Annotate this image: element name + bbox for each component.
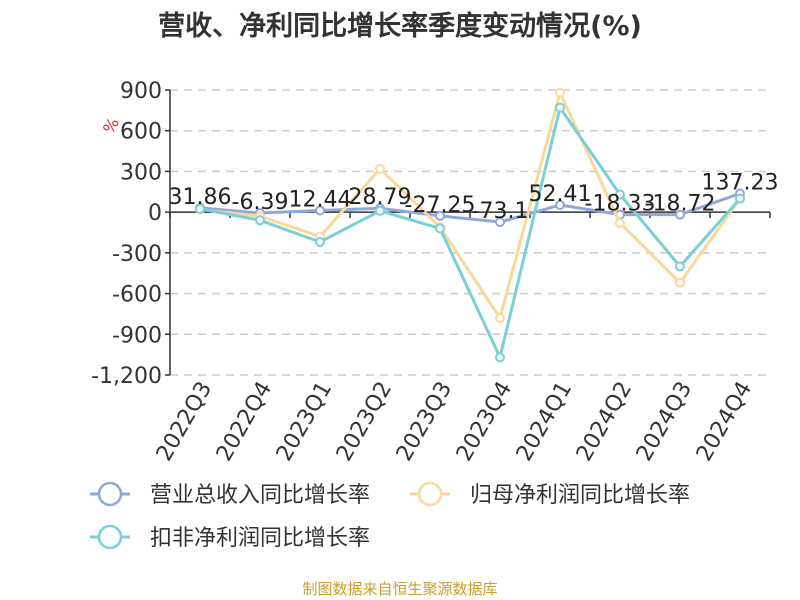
data-label: 137.23 bbox=[702, 171, 779, 196]
x-tick-label: 2024Q2 bbox=[572, 378, 637, 466]
chart-title: 营收、净利同比增长率季度变动情况(%) bbox=[158, 11, 642, 42]
legend-label: 扣非净利润同比增长率 bbox=[150, 526, 370, 551]
y-tick-label: -600 bbox=[112, 283, 162, 308]
series-point-3 bbox=[555, 102, 565, 113]
y-tick-label: 600 bbox=[120, 120, 162, 145]
series-point-3 bbox=[675, 261, 685, 272]
data-label: -73.1 bbox=[472, 199, 529, 224]
series-point-1 bbox=[435, 210, 445, 221]
series-point-3 bbox=[255, 215, 265, 226]
data-label: -6.39 bbox=[232, 190, 289, 215]
x-tick-label: 2024Q4 bbox=[692, 378, 757, 466]
series-point-3 bbox=[315, 237, 325, 247]
x-tick-label: 2022Q4 bbox=[212, 378, 277, 466]
y-tick-label: 300 bbox=[120, 160, 162, 185]
data-source-note: 制图数据来自恒生聚源数据库 bbox=[302, 580, 498, 598]
series-point-1 bbox=[315, 205, 325, 216]
y-tick-label: -300 bbox=[112, 242, 162, 267]
x-tick-label: 2024Q3 bbox=[632, 378, 697, 466]
data-label: -18.72 bbox=[645, 192, 716, 217]
data-label: 31.86 bbox=[169, 185, 232, 210]
series-lines bbox=[195, 87, 745, 363]
series-point-3 bbox=[375, 205, 385, 216]
y-tick-label: 0 bbox=[148, 201, 162, 226]
legend-marker bbox=[417, 481, 443, 507]
series-point-3 bbox=[615, 189, 625, 200]
x-tick-label: 2024Q1 bbox=[512, 378, 577, 466]
data-label: 28.79 bbox=[349, 185, 412, 210]
legend-label: 营业总收入同比增长率 bbox=[150, 483, 370, 508]
series-point-3 bbox=[495, 352, 505, 363]
series-point-1 bbox=[495, 217, 505, 228]
y-tick-label: 900 bbox=[120, 79, 162, 104]
grid-lines bbox=[170, 89, 770, 376]
series-point-3 bbox=[435, 223, 445, 234]
data-label: 12.44 bbox=[289, 187, 352, 212]
series-point-3 bbox=[195, 203, 205, 214]
legend-marker bbox=[97, 481, 123, 507]
series-point-2 bbox=[375, 163, 385, 174]
legend-marker bbox=[97, 524, 123, 550]
data-label: -27.25 bbox=[405, 193, 476, 218]
x-tick-label: 2023Q4 bbox=[452, 378, 517, 466]
x-tick-label: 2022Q3 bbox=[152, 378, 217, 466]
x-tick-label: 2023Q3 bbox=[392, 378, 457, 466]
x-tick-label: 2023Q2 bbox=[332, 378, 397, 466]
series-line-1 bbox=[199, 192, 741, 224]
data-label: 52.41 bbox=[529, 182, 592, 207]
series-line-3 bbox=[199, 106, 742, 359]
series-line-2 bbox=[199, 91, 742, 320]
y-tick-label: -1,200 bbox=[91, 364, 162, 389]
series-point-3 bbox=[735, 193, 745, 204]
legend-label: 归母净利润同比增长率 bbox=[470, 483, 690, 508]
series-point-1 bbox=[675, 209, 685, 220]
y-tick-label: -900 bbox=[112, 323, 162, 348]
series-point-2 bbox=[615, 218, 625, 228]
series-point-1 bbox=[555, 200, 565, 211]
series-point-2 bbox=[495, 313, 505, 323]
data-labels: 31.86 -6.39 12.4428.79-27.25-73.152.41-18.… bbox=[169, 171, 779, 225]
data-label: -18.33 bbox=[585, 192, 656, 217]
series-point-2 bbox=[555, 87, 565, 98]
series-point-2 bbox=[675, 277, 685, 288]
x-tick-label: 2023Q1 bbox=[272, 378, 337, 466]
